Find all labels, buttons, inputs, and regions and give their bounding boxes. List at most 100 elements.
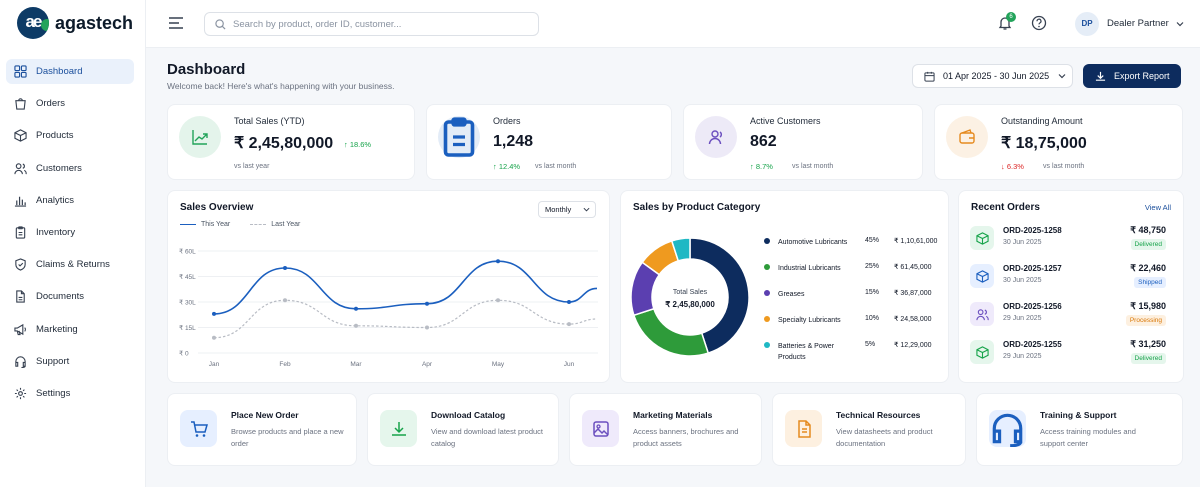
quick-action-title: Training & Support [1040, 410, 1117, 420]
page-title: Dashboard [167, 61, 246, 78]
y-tick-label: ₹ 15L [179, 324, 196, 332]
category-percent: 5% [865, 341, 876, 348]
search-input[interactable] [233, 18, 523, 30]
legend-dot [764, 316, 770, 322]
donut-slice-industrial-lubricants[interactable] [632, 307, 710, 357]
x-tick-label: Feb [279, 361, 291, 368]
quick-action-marketing-materials[interactable]: Marketing Materials Access banners, broc… [569, 393, 762, 466]
chevron-down-icon[interactable] [1176, 20, 1184, 28]
search-box[interactable] [204, 12, 539, 36]
order-date: 30 Jun 2025 [1003, 277, 1042, 284]
quick-action-technical-resources[interactable]: Technical Resources View datasheets and … [772, 393, 966, 466]
view-all-link[interactable]: View All [1144, 203, 1171, 212]
chart-legend: This Year Last Year [180, 221, 300, 228]
sidebar-item-products[interactable]: Products [6, 123, 134, 148]
data-point-this-year[interactable] [354, 306, 358, 311]
data-point-last-year[interactable] [283, 298, 287, 303]
avatar[interactable]: DP [1075, 12, 1099, 36]
sales-overview-card: Sales Overview Monthly This Year Last Ye… [167, 190, 610, 383]
help-icon[interactable] [1031, 15, 1047, 31]
kpi-trend: ↑ 18.6% [344, 140, 372, 149]
quick-action-place-new-order[interactable]: Place New Order Browse products and plac… [167, 393, 357, 466]
image-icon [582, 410, 619, 447]
menu-icon[interactable] [169, 17, 183, 29]
user-name[interactable]: Dealer Partner [1107, 18, 1169, 29]
quick-action-download-catalog[interactable]: Download Catalog View and download lates… [367, 393, 559, 466]
sidebar-item-label: Products [36, 130, 74, 142]
order-id: ORD-2025-1257 [1003, 264, 1062, 273]
category-percent: 25% [865, 263, 880, 270]
order-row[interactable]: ORD-2025-1256 29 Jun 2025 ₹ 15,980 Proce… [970, 301, 1166, 333]
sidebar-item-label: Dashboard [36, 66, 83, 77]
data-point-this-year[interactable] [567, 300, 571, 304]
data-point-this-year[interactable] [212, 311, 216, 316]
kpi-card-active-customers[interactable]: Active Customers 862 ↑ 8.7% vs last mont… [683, 104, 923, 180]
data-point-last-year[interactable] [425, 325, 429, 330]
sidebar-item-support[interactable]: Support [6, 349, 134, 374]
box-icon [970, 226, 994, 250]
date-range-picker[interactable]: 01 Apr 2025 - 30 Jun 2025 [912, 64, 1073, 88]
box-icon [970, 340, 994, 364]
bag-icon [14, 97, 27, 110]
kpi-trend: ↓ 6.3% [1001, 162, 1024, 171]
kpi-note: vs last month [535, 163, 577, 170]
cart-icon [180, 410, 217, 447]
order-id: ORD-2025-1258 [1003, 226, 1062, 235]
data-point-this-year[interactable] [283, 266, 287, 270]
legend-swatch-last-year [250, 224, 267, 225]
kpi-value: 1,248 [493, 133, 534, 150]
sidebar-item-documents[interactable]: Documents [6, 284, 134, 309]
brand[interactable]: ae agastech [17, 7, 133, 39]
category-percent: 10% [865, 315, 880, 322]
data-point-last-year[interactable] [496, 298, 500, 303]
headset-icon [14, 355, 27, 368]
data-point-this-year[interactable] [496, 259, 500, 264]
sidebar-item-customers[interactable]: Customers [6, 156, 134, 181]
order-date: 30 Jun 2025 [1003, 239, 1042, 246]
sidebar-item-dashboard[interactable]: Dashboard [6, 59, 134, 84]
legend-this-year: This Year [201, 221, 231, 228]
download-icon [380, 410, 417, 447]
date-range-text: 01 Apr 2025 - 30 Jun 2025 [943, 71, 1050, 81]
sidebar-item-label: Documents [36, 291, 85, 303]
brand-name: agastech [55, 12, 134, 33]
brand-logo-text: ae [25, 12, 43, 31]
kpi-card-orders[interactable]: Orders 1,248 ↑ 12.4% vs last month [426, 104, 672, 180]
sidebar-item-analytics[interactable]: Analytics [6, 188, 134, 213]
data-point-last-year[interactable] [212, 335, 216, 340]
sidebar-item-claims-returns[interactable]: Claims & Returns [6, 252, 134, 277]
quick-action-training-support[interactable]: Training & Support Access training modul… [976, 393, 1183, 466]
period-select-value: Monthly [545, 205, 572, 214]
sidebar-item-label: Claims & Returns [36, 259, 110, 271]
order-row[interactable]: ORD-2025-1257 30 Jun 2025 ₹ 22,460 Shipp… [970, 263, 1166, 295]
donut-slice-automotive-lubricants[interactable] [689, 237, 750, 355]
order-row[interactable]: ORD-2025-1258 30 Jun 2025 ₹ 48,750 Deliv… [970, 225, 1166, 257]
recent-orders-card: Recent Orders View All ORD-2025-1258 30 … [958, 190, 1184, 383]
sidebar-item-orders[interactable]: Orders [6, 91, 134, 116]
x-tick-label: Apr [422, 361, 433, 368]
clipboard-icon [438, 116, 480, 158]
kpi-card-total-sales-ytd[interactable]: Total Sales (YTD) ₹ 2,45,80,000 ↑ 18.6% … [167, 104, 415, 180]
category-name: Greases [778, 291, 805, 298]
data-point-last-year[interactable] [354, 323, 358, 328]
kpi-card-outstanding-amount[interactable]: Outstanding Amount ₹ 18,75,000 ↓ 6.3% vs… [934, 104, 1183, 180]
sidebar-item-marketing[interactable]: Marketing [6, 317, 134, 342]
file-icon [14, 290, 27, 303]
sales-overview-title: Sales Overview [180, 202, 254, 213]
quick-action-desc: View datasheets and product documentatio… [836, 427, 933, 448]
export-report-button[interactable]: Export Report [1083, 64, 1181, 88]
order-amount: ₹ 48,750 [1130, 225, 1166, 235]
data-point-this-year[interactable] [425, 301, 429, 306]
sidebar-item-inventory[interactable]: Inventory [6, 220, 134, 245]
chevron-down-icon [583, 207, 590, 212]
donut-slice-batteries-power-products[interactable] [670, 237, 691, 262]
period-select[interactable]: Monthly [538, 201, 596, 218]
brand-logo: ae [17, 7, 49, 39]
data-point-last-year[interactable] [567, 322, 571, 327]
sidebar-item-settings[interactable]: Settings [6, 381, 134, 406]
legend-dot [764, 238, 770, 244]
order-row[interactable]: ORD-2025-1255 29 Jun 2025 ₹ 31,250 Deliv… [970, 339, 1166, 371]
sidebar: ae agastech Dashboard Orders Products Custo… [0, 0, 146, 487]
donut-center-label: Total Sales [673, 289, 708, 296]
topbar: 6 DP Dealer Partner [146, 0, 1200, 48]
